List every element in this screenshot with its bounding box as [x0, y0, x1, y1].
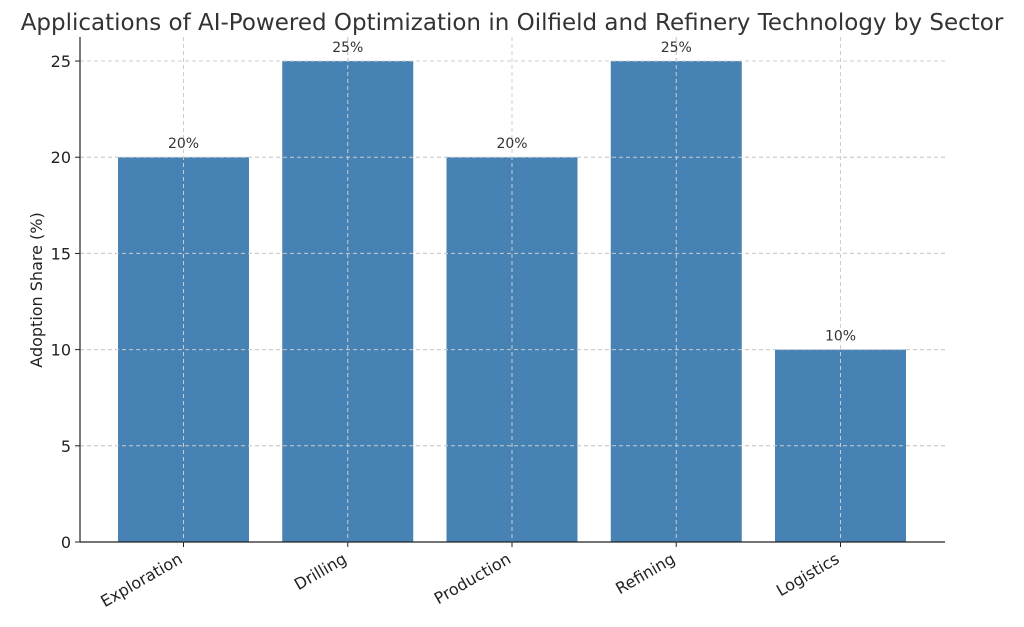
- y-tick-label: 10: [51, 341, 71, 360]
- data-label: 20%: [168, 136, 199, 152]
- x-tick-label: Production: [431, 549, 514, 608]
- axes: [75, 37, 945, 547]
- y-tick-label: 25: [51, 52, 71, 71]
- bar-refining: [610, 61, 742, 543]
- bars: [80, 37, 945, 543]
- data-label: 20%: [496, 136, 527, 152]
- x-tick-label: Drilling: [291, 549, 350, 594]
- data-label: 25%: [661, 40, 692, 56]
- data-label: 10%: [825, 329, 856, 345]
- x-tick-label: Logistics: [773, 549, 842, 600]
- bar-drilling: [282, 61, 414, 543]
- y-axis-label: Adoption Share (%): [27, 212, 46, 367]
- x-tick-label: Exploration: [97, 549, 185, 611]
- data-label: 25%: [332, 40, 363, 56]
- y-tick-label: 15: [51, 244, 71, 263]
- x-tick-label: Refining: [612, 549, 678, 598]
- y-tick-label: 0: [61, 533, 71, 552]
- chart-title: Applications of AI-Powered Optimization …: [21, 10, 1004, 36]
- y-tick-label: 5: [61, 437, 71, 456]
- y-tick-label: 20: [51, 148, 71, 167]
